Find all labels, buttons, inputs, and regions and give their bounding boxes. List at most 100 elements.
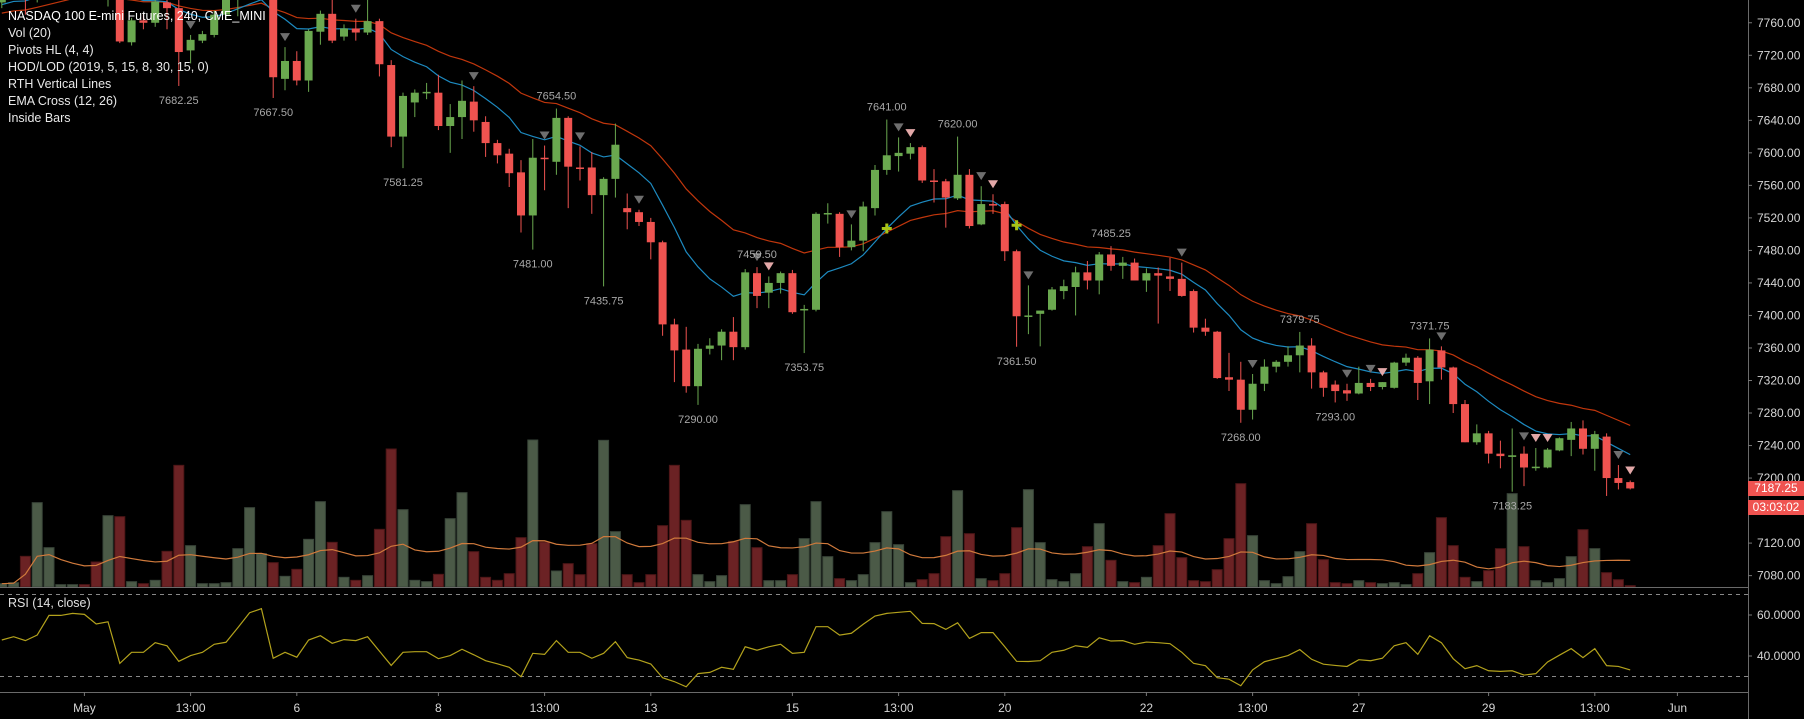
candle[interactable]: [1531, 447, 1540, 471]
candle[interactable]: [505, 148, 514, 187]
candle[interactable]: [1437, 346, 1446, 380]
candle[interactable]: [1118, 256, 1127, 279]
candle[interactable]: [33, 0, 41, 3]
candle[interactable]: [0, 0, 6, 9]
candle[interactable]: [670, 318, 679, 383]
candle[interactable]: [1402, 353, 1410, 366]
candle[interactable]: [977, 186, 986, 226]
candle[interactable]: [1331, 380, 1340, 403]
candle[interactable]: [1071, 266, 1080, 316]
candle[interactable]: [1295, 331, 1304, 373]
candle[interactable]: [1614, 465, 1623, 490]
candle[interactable]: [1213, 330, 1222, 379]
candle[interactable]: [835, 212, 844, 257]
candle[interactable]: [1000, 201, 1009, 261]
candle[interactable]: [410, 89, 419, 118]
candle[interactable]: [127, 17, 136, 46]
candle[interactable]: [918, 145, 927, 183]
candle[interactable]: [1284, 346, 1292, 367]
candle[interactable]: [576, 146, 584, 181]
candle[interactable]: [1472, 424, 1481, 445]
candle[interactable]: [1248, 373, 1257, 420]
candle[interactable]: [1555, 437, 1564, 452]
candle[interactable]: [186, 34, 195, 64]
candle[interactable]: [540, 145, 549, 191]
candle[interactable]: [1048, 286, 1056, 311]
candle[interactable]: [1154, 267, 1163, 324]
candle[interactable]: [1602, 433, 1611, 496]
candle[interactable]: [434, 74, 443, 131]
candle[interactable]: [741, 269, 750, 350]
candle[interactable]: [115, 0, 124, 44]
candle[interactable]: [104, 0, 112, 7]
candle[interactable]: [1413, 356, 1422, 401]
candle[interactable]: [1579, 420, 1587, 455]
candle[interactable]: [340, 24, 348, 41]
candle[interactable]: [930, 169, 938, 203]
candle[interactable]: [753, 267, 761, 309]
candle[interactable]: [363, 0, 372, 35]
candle[interactable]: [1130, 258, 1139, 281]
candle[interactable]: [847, 224, 856, 251]
candle[interactable]: [894, 137, 903, 172]
candle[interactable]: [1083, 260, 1092, 290]
candle[interactable]: [458, 80, 466, 140]
candle[interactable]: [1272, 360, 1281, 373]
candle[interactable]: [1378, 382, 1387, 390]
candle[interactable]: [859, 201, 868, 252]
candle[interactable]: [989, 194, 997, 214]
candle[interactable]: [139, 14, 148, 30]
rsi-pane[interactable]: [0, 594, 1748, 688]
candle[interactable]: [517, 160, 525, 233]
candle[interactable]: [222, 0, 230, 19]
candle[interactable]: [658, 240, 667, 336]
candle[interactable]: [1166, 257, 1174, 292]
candle[interactable]: [399, 92, 407, 169]
candle[interactable]: [1449, 366, 1458, 414]
candle[interactable]: [1626, 480, 1635, 490]
candle[interactable]: [528, 139, 537, 250]
candle[interactable]: [210, 10, 219, 38]
candle[interactable]: [587, 152, 596, 214]
candle[interactable]: [1201, 318, 1210, 336]
candle[interactable]: [1508, 428, 1517, 492]
candle[interactable]: [21, 0, 29, 15]
candle[interactable]: [1225, 352, 1233, 392]
candle[interactable]: [552, 108, 561, 175]
candle[interactable]: [493, 139, 502, 164]
candle[interactable]: [611, 123, 620, 198]
candle[interactable]: [1189, 289, 1198, 333]
candle[interactable]: [1496, 440, 1505, 469]
candle[interactable]: [1307, 338, 1316, 389]
main-pane[interactable]: 7682.25 7667.50 7581.25 7654.50 7481.00 7435.…: [0, 0, 1636, 587]
candle[interactable]: [800, 304, 809, 354]
candle[interactable]: [1590, 430, 1599, 471]
candle[interactable]: [198, 30, 207, 44]
candle[interactable]: [776, 271, 785, 294]
candle[interactable]: [304, 29, 313, 92]
candle[interactable]: [564, 116, 573, 209]
candle[interactable]: [646, 217, 655, 260]
candle[interactable]: [965, 169, 974, 229]
candle[interactable]: [882, 119, 891, 175]
candle[interactable]: [1059, 279, 1068, 300]
candle[interactable]: [269, 0, 278, 98]
candle[interactable]: [1142, 268, 1151, 292]
candle[interactable]: [163, 0, 171, 30]
candle[interactable]: [871, 165, 879, 216]
candle[interactable]: [1366, 378, 1375, 392]
candle[interactable]: [375, 18, 384, 77]
candle[interactable]: [1012, 249, 1021, 347]
candle[interactable]: [729, 317, 738, 361]
candle[interactable]: [151, 0, 160, 27]
candle[interactable]: [351, 18, 360, 41]
candle[interactable]: [1484, 430, 1493, 464]
candle[interactable]: [1107, 246, 1115, 271]
candle[interactable]: [1236, 361, 1245, 423]
candle[interactable]: [788, 269, 797, 314]
candle[interactable]: [1354, 366, 1363, 395]
candle[interactable]: [623, 193, 632, 230]
candle[interactable]: [953, 136, 962, 201]
candle[interactable]: [717, 329, 726, 361]
